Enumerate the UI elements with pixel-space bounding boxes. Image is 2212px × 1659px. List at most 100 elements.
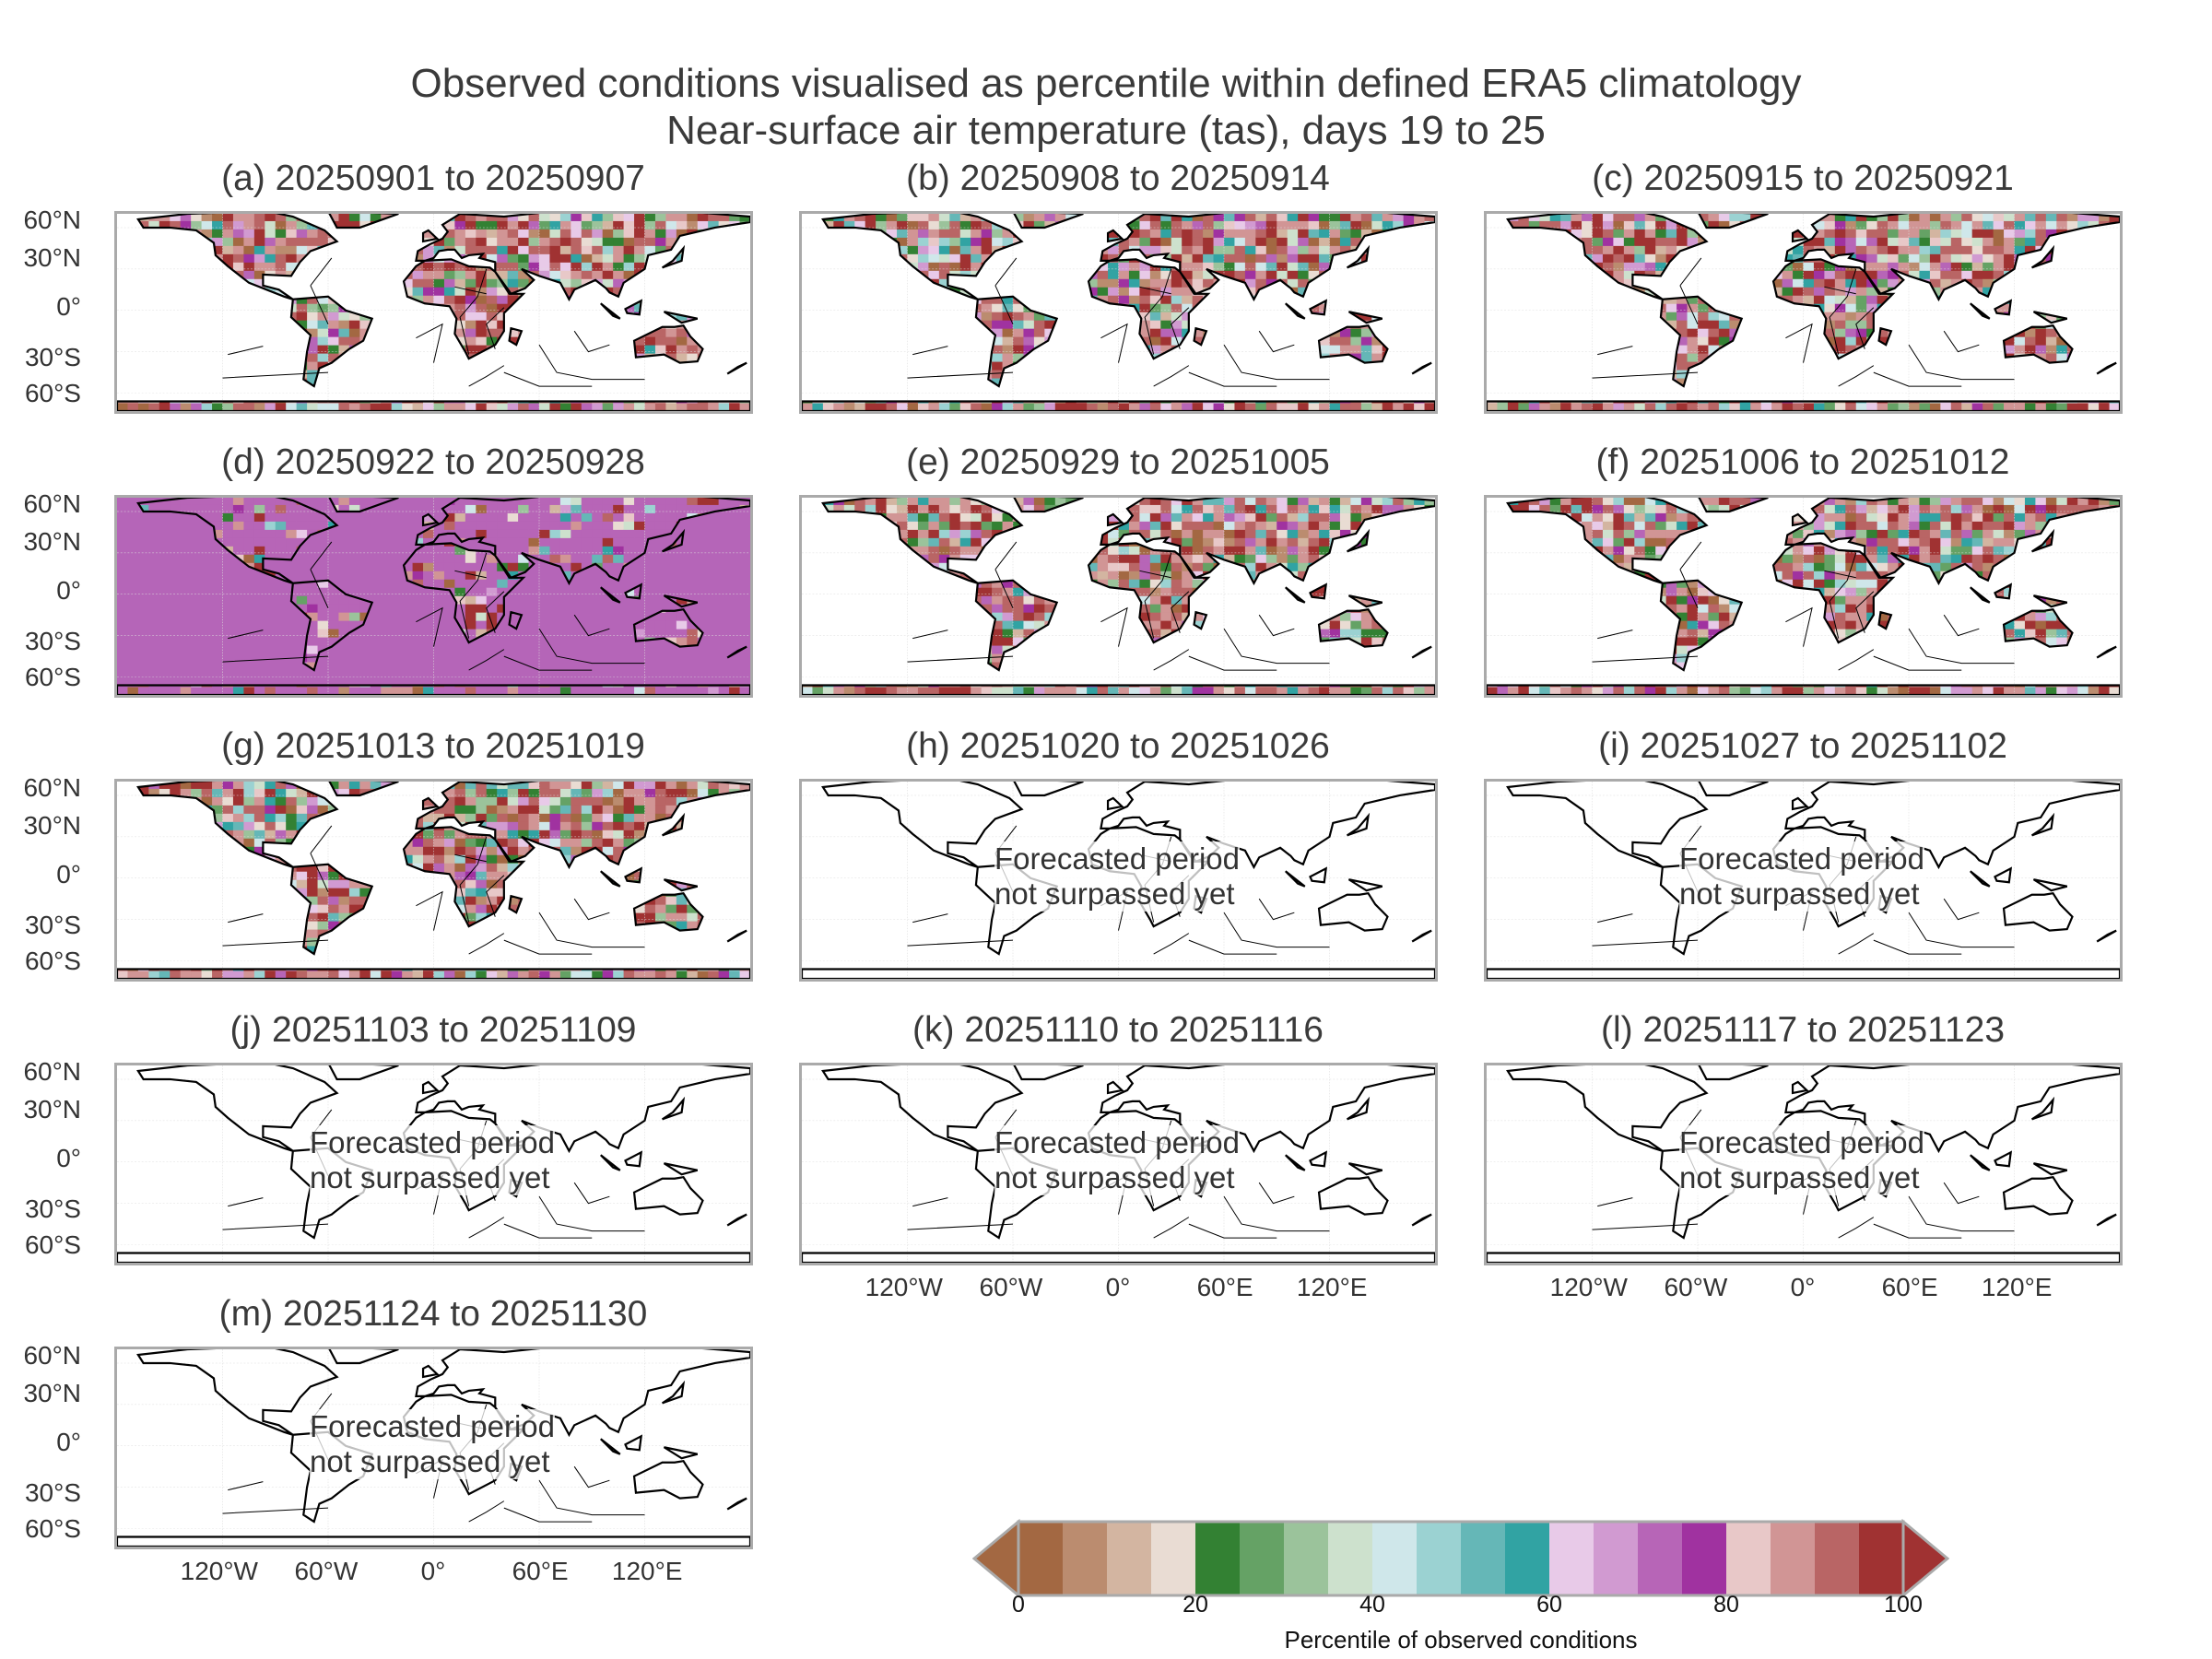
- lat-tick-label: 60°S: [24, 1514, 81, 1543]
- panel-title: (f) 20251006 to 20251012: [1595, 442, 2010, 482]
- lat-tick-label: 60°N: [23, 489, 81, 518]
- panel-title: (e) 20250929 to 20251005: [906, 442, 1330, 482]
- map-panel: [114, 495, 753, 698]
- lat-tick-label: 0°: [56, 576, 81, 605]
- lon-tick-label: 0°: [1105, 1273, 1131, 1301]
- colorbar-bin: [1240, 1522, 1285, 1595]
- colorbar-bin: [1771, 1522, 1816, 1595]
- colorbar-bin: [1726, 1522, 1771, 1595]
- forecast-line-2: not surpassed yet: [310, 1160, 550, 1194]
- colorbar-tick-label: 20: [1182, 1592, 1208, 1618]
- gridlines: [1487, 214, 2120, 411]
- lat-tick-label: 30°N: [23, 811, 81, 840]
- lon-tick-label: 0°: [1790, 1273, 1816, 1301]
- colorbar-bin: [1815, 1522, 1860, 1595]
- forecast-notice: Forecasted period not surpassed yet: [994, 841, 1240, 912]
- colorbar-bin: [1151, 1522, 1196, 1595]
- colorbar-bin: [1107, 1522, 1152, 1595]
- forecast-line-2: not surpassed yet: [310, 1444, 550, 1478]
- panel-title: (b) 20250908 to 20250914: [906, 159, 1330, 198]
- map-panel: [114, 211, 753, 414]
- panel-title: (k) 20251110 to 20251116: [912, 1010, 1324, 1050]
- map-panel: [1484, 211, 2123, 414]
- lon-tick-label: 120°E: [1296, 1273, 1368, 1301]
- forecast-line-1: Forecasted period: [1679, 1125, 1924, 1159]
- forecast-line-1: Forecasted period: [1679, 841, 1924, 876]
- lat-tick-label: 30°N: [23, 527, 81, 556]
- panel-title: (m) 20251124 to 20251130: [218, 1294, 648, 1334]
- forecast-line-2: not surpassed yet: [1679, 1160, 1920, 1194]
- panel-title: (j) 20251103 to 20251109: [229, 1010, 637, 1050]
- forecast-notice: Forecasted period not surpassed yet: [1679, 841, 1924, 912]
- colorbar-extend-low: [971, 1518, 1020, 1599]
- coastlines: [117, 498, 750, 695]
- lat-tick-label: 60°N: [23, 1057, 81, 1086]
- colorbar-bin: [1682, 1522, 1727, 1595]
- lat-tick-label: 0°: [56, 292, 81, 321]
- coastlines: [802, 498, 1435, 695]
- colorbar-extend-high: [1901, 1518, 1950, 1599]
- gridlines: [1487, 498, 2120, 695]
- forecast-line-1: Forecasted period: [310, 1409, 555, 1443]
- colorbar-bin: [1195, 1522, 1241, 1595]
- forecast-notice: Forecasted period not surpassed yet: [310, 1125, 555, 1195]
- gridlines: [117, 214, 750, 411]
- lon-tick-label: 120°W: [865, 1273, 943, 1301]
- map-panel: [1484, 779, 2123, 982]
- lat-tick-label: 60°N: [23, 206, 81, 234]
- figure-subtitle: Near-surface air temperature (tas), days…: [666, 108, 1546, 153]
- figure-title: Observed conditions visualised as percen…: [410, 61, 1802, 106]
- coastlines: [802, 214, 1435, 411]
- panel-title: (i) 20251027 to 20251102: [1598, 726, 2007, 766]
- panel-title: (a) 20250901 to 20250907: [221, 159, 645, 198]
- colorbar-bin: [1461, 1522, 1506, 1595]
- lat-tick-label: 30°S: [24, 343, 81, 371]
- lat-tick-label: 60°S: [24, 947, 81, 975]
- colorbar-bin: [1417, 1522, 1462, 1595]
- lon-tick-label: 60°W: [294, 1557, 359, 1585]
- country-borders: [1593, 258, 2015, 386]
- forecast-notice: Forecasted period not surpassed yet: [310, 1409, 555, 1479]
- colorbar-tick-label: 0: [1012, 1592, 1025, 1618]
- lat-tick-label: 30°S: [24, 1194, 81, 1223]
- panel-title: (c) 20250915 to 20250921: [1592, 159, 2014, 198]
- colorbar-tick-label: 40: [1359, 1592, 1385, 1618]
- forecast-notice: Forecasted period not surpassed yet: [994, 1125, 1240, 1195]
- lat-tick-label: 60°N: [23, 1341, 81, 1370]
- colorbar-bin: [1549, 1522, 1594, 1595]
- colorbar-bin: [1638, 1522, 1683, 1595]
- colorbar-label: Percentile of observed conditions: [1284, 1626, 1638, 1653]
- colorbar-bin: [1594, 1522, 1639, 1595]
- lat-tick-label: 30°N: [23, 243, 81, 272]
- lat-tick-label: 60°S: [24, 663, 81, 691]
- country-borders: [223, 826, 645, 954]
- country-borders: [908, 542, 1330, 670]
- lat-tick-label: 30°S: [24, 627, 81, 655]
- lon-tick-label: 60°E: [1881, 1273, 1938, 1301]
- panel-title: (g) 20251013 to 20251019: [221, 726, 645, 766]
- colorbar-bin: [1372, 1522, 1418, 1595]
- colorbar-bin: [1328, 1522, 1373, 1595]
- forecast-notice: Forecasted period not surpassed yet: [1679, 1125, 1924, 1195]
- colorbar-tick-label: 80: [1713, 1592, 1739, 1618]
- gridlines: [802, 498, 1435, 695]
- coastlines: [117, 214, 750, 411]
- coastlines: [117, 782, 750, 979]
- colorbar-bin: [1505, 1522, 1550, 1595]
- country-borders: [223, 542, 645, 670]
- forecast-line-1: Forecasted period: [994, 1125, 1240, 1159]
- lat-tick-label: 30°S: [24, 911, 81, 939]
- forecast-line-2: not surpassed yet: [1679, 877, 1920, 911]
- colorbar-bin: [1284, 1522, 1329, 1595]
- lat-tick-label: 0°: [56, 860, 81, 888]
- lon-tick-label: 120°E: [611, 1557, 683, 1585]
- forecast-line-2: not surpassed yet: [994, 1160, 1235, 1194]
- coastlines: [1487, 214, 2120, 411]
- panel-title: (h) 20251020 to 20251026: [906, 726, 1330, 766]
- lat-tick-label: 60°S: [24, 379, 81, 407]
- country-borders: [908, 258, 1330, 386]
- colorbar-bin: [1018, 1522, 1064, 1595]
- forecast-line-2: not surpassed yet: [994, 877, 1235, 911]
- forecast-line-1: Forecasted period: [310, 1125, 555, 1159]
- lat-tick-label: 0°: [56, 1144, 81, 1172]
